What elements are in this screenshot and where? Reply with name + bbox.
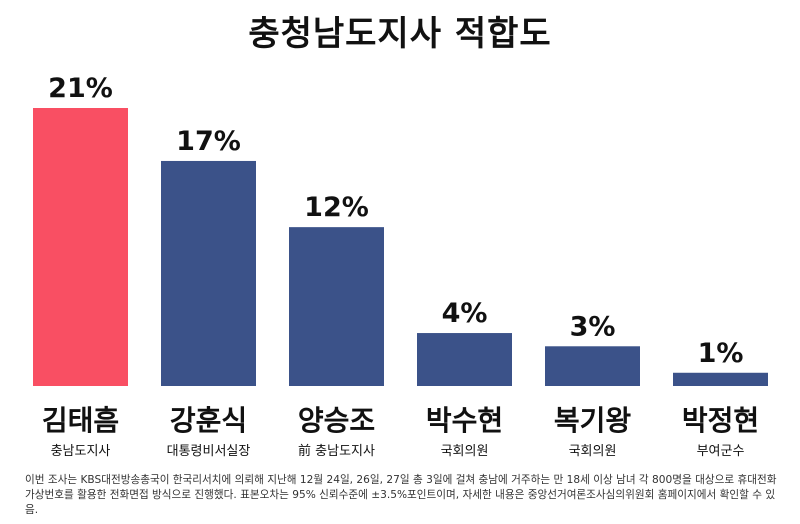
- candidate-role-4: 국회의원: [441, 444, 489, 459]
- bar-chart: 21% 17% 12% 4% 3% 1% 김태흠 강훈식 양승조 박수현 복기왕 박정현 충남도지사…: [33, 73, 768, 459]
- candidate-name-5: 복기왕: [554, 404, 632, 437]
- candidate-name-3: 양승조: [298, 404, 375, 437]
- candidate-role-2: 대통령비서실장: [167, 444, 251, 459]
- name-label-group: 김태흠 강훈식 양승조 박수현 복기왕 박정현: [42, 404, 759, 437]
- candidate-name-1: 김태흠: [42, 404, 119, 437]
- bar-4: [417, 333, 512, 386]
- bar-3: [289, 227, 384, 386]
- bar-group: [33, 108, 768, 386]
- candidate-role-3: 前 충남도지사: [298, 443, 375, 459]
- candidate-role-1: 충남도지사: [51, 444, 111, 459]
- value-label-6: 1%: [698, 338, 744, 369]
- value-label-5: 3%: [570, 311, 616, 342]
- bar-2: [161, 160, 256, 386]
- value-label-group: 21% 17% 12% 4% 3% 1%: [48, 73, 743, 369]
- value-label-1: 21%: [48, 73, 113, 104]
- candidate-name-4: 박수현: [426, 404, 503, 437]
- value-label-4: 4%: [442, 298, 488, 329]
- candidate-role-6: 부여군수: [697, 444, 745, 459]
- candidate-role-5: 국회의원: [569, 444, 617, 459]
- bar-1: [33, 108, 128, 386]
- bar-6: [673, 372, 768, 386]
- candidate-name-6: 박정현: [682, 404, 759, 437]
- survey-footnote: 이번 조사는 KBS대전방송총국이 한국리서치에 의뢰해 지난해 12월 24일…: [25, 474, 777, 516]
- value-label-2: 17%: [176, 126, 241, 157]
- chart-title: 충청남도지사 적합도: [248, 14, 552, 54]
- value-label-3: 12%: [304, 192, 369, 223]
- role-label-group: 충남도지사 대통령비서실장 前 충남도지사 국회의원 국회의원 부여군수: [51, 443, 745, 459]
- candidate-name-2: 강훈식: [170, 404, 247, 437]
- bar-5: [545, 346, 640, 386]
